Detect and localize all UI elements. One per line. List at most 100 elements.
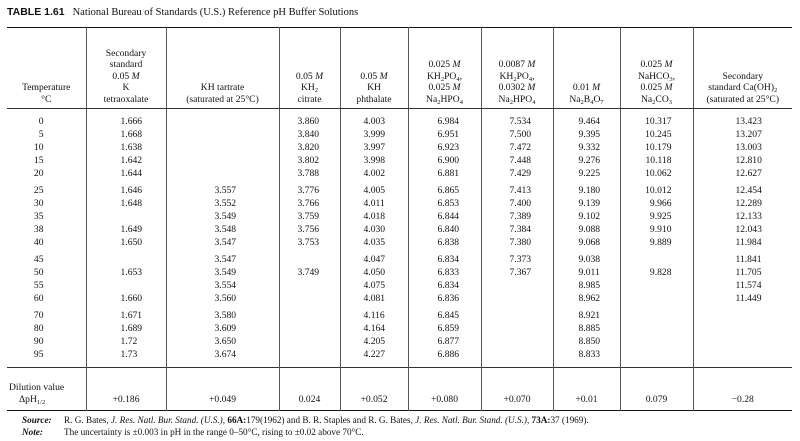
ph-value-cell: 8.962 [552,292,620,305]
header-line: Na2B4O7 [569,93,604,106]
ph-value-cell [480,279,553,292]
ph-value-cell: 7.429 [480,167,553,180]
ph-value-cell: 4.005 [339,180,408,197]
ph-value-cell: 9.332 [552,141,620,154]
dilution-label-line2: ΔpH [19,394,37,405]
table-row: 10 1.638 3.820 3.997 6.923 7.472 9.332 10.179 13… [7,141,792,154]
ph-value-cell: 1.689 [85,322,166,335]
table-row: 50 1.653 3.549 3.749 4.050 6.833 7.367 9.011 9.8… [7,266,792,279]
temperature-cell: 45 [33,254,44,265]
ph-value-cell: 7.384 [480,223,553,236]
ph-value-cell: 4.047 [339,249,408,266]
ph-value-cell: 4.030 [339,223,408,236]
ph-value-cell: 3.998 [339,154,408,167]
ph-value-cell: 10.062 [619,167,693,180]
column-header: 0.025 M NaHCO3, 0.025 M Na2CO3 [619,27,693,109]
ph-value-cell: 9.395 [552,128,620,141]
ph-value-cell: 11.984 [692,236,792,249]
temperature-cell: 35 [33,211,44,222]
ph-value-cell: 7.448 [480,154,553,167]
header-line: °C [41,93,52,105]
column-header: 0.05 M KH2 citrate [278,27,340,109]
header-line: citrate [297,93,322,105]
ph-value-cell: 3.776 [278,180,340,197]
ph-value-cell: 6.838 [407,236,481,249]
temperature-cell: 25 [33,185,44,196]
ph-value-cell: 7.413 [480,180,553,197]
ph-value-cell: 3.547 [165,249,279,266]
ph-value-cell: 3.560 [165,292,279,305]
header-line: tetraoxalate [103,93,149,105]
note-heading: Note: [22,427,43,437]
ph-value-cell: 11.449 [692,292,792,305]
table-row: 35 3.549 3.759 4.018 6.844 7.389 9.102 9.925 12.… [7,210,792,223]
header-line: 0.01 M [572,82,601,94]
ph-value-cell: 1.666 [85,108,166,128]
temperature-cell: 95 [33,349,44,360]
ph-value-cell [692,305,792,322]
header-line: K [122,82,130,94]
ph-value-cell [692,348,792,368]
ph-value-cell: 12.454 [692,180,792,197]
ph-value-cell [619,335,693,348]
header-line: standard Ca(OH)2 [708,82,778,95]
ph-value-cell: 3.674 [165,348,279,368]
column-header: Secondary standard Ca(OH)2 (saturated at 2… [692,27,792,109]
dilution-value-cell: −0.28 [692,367,792,411]
ph-value-cell: 6.834 [407,279,481,292]
ph-value-cell: 10.317 [619,108,693,128]
ph-value-cell: 6.886 [407,348,481,368]
ph-value-cell: 7.534 [480,108,553,128]
ph-value-cell: 9.225 [552,167,620,180]
ph-value-cell: 4.116 [339,305,408,322]
ph-value-cell: 6.834 [407,249,481,266]
ph-value-cell: 4.227 [339,348,408,368]
ph-value-cell: 3.759 [278,210,340,223]
ph-value-cell [278,322,340,335]
ph-value-cell: 6.844 [407,210,481,223]
dilution-value-cell: +0.070 [480,367,553,411]
ph-value-cell: 9.139 [552,197,620,210]
header-line: 0.025 M [428,59,461,71]
header-line: (saturated at 25°C) [186,93,259,105]
table-row: 40 1.650 3.547 3.753 4.035 6.838 7.380 9.068 9.8… [7,236,792,249]
header-line: KH2PO4, [426,70,463,83]
ph-value-cell: 3.999 [339,128,408,141]
ph-value-cell: 8.885 [552,322,620,335]
ph-value-cell [692,335,792,348]
ph-value-cell: 7.500 [480,128,553,141]
ph-value-cell: 1.671 [85,305,166,322]
header-line: standard [109,59,143,71]
ph-value-cell: 1.644 [85,167,166,180]
temperature-cell: 70 [33,310,44,321]
ph-value-cell: 10.012 [619,180,693,197]
dilution-value-cell: +0.049 [165,367,279,411]
temperature-cell: 40 [33,237,44,248]
ph-value-cell: 9.038 [552,249,620,266]
table-number: TABLE 1.61 [7,6,65,18]
header-line: KH2 [300,82,319,95]
ph-value-cell: 10.118 [619,154,693,167]
ph-value-cell: 3.749 [278,266,340,279]
column-header: 0.0087 M KH2PO4, 0.0302 M Na2HPO4 [480,27,553,109]
ph-value-cell: 4.164 [339,322,408,335]
ph-value-cell: 1.653 [85,266,166,279]
ph-value-cell: 9.068 [552,236,620,249]
header-line: 0.025 M [640,59,673,71]
ph-value-cell: 9.102 [552,210,620,223]
ph-value-cell: 12.627 [692,167,792,180]
ph-value-cell: 3.549 [165,210,279,223]
ph-value-cell: 4.035 [339,236,408,249]
ph-value-cell: 6.836 [407,292,481,305]
ph-value-cell: 6.923 [407,141,481,154]
ph-value-cell: 4.050 [339,266,408,279]
table-row: 70 1.671 3.580 4.116 6.845 8.921 [7,305,792,322]
ph-value-cell [165,141,279,154]
ph-value-cell [480,348,553,368]
ph-value-cell: 3.840 [278,128,340,141]
temperature-cell: 55 [33,280,44,291]
ph-value-cell: 7.380 [480,236,553,249]
ph-value-cell [278,249,340,266]
ph-value-cell [278,335,340,348]
